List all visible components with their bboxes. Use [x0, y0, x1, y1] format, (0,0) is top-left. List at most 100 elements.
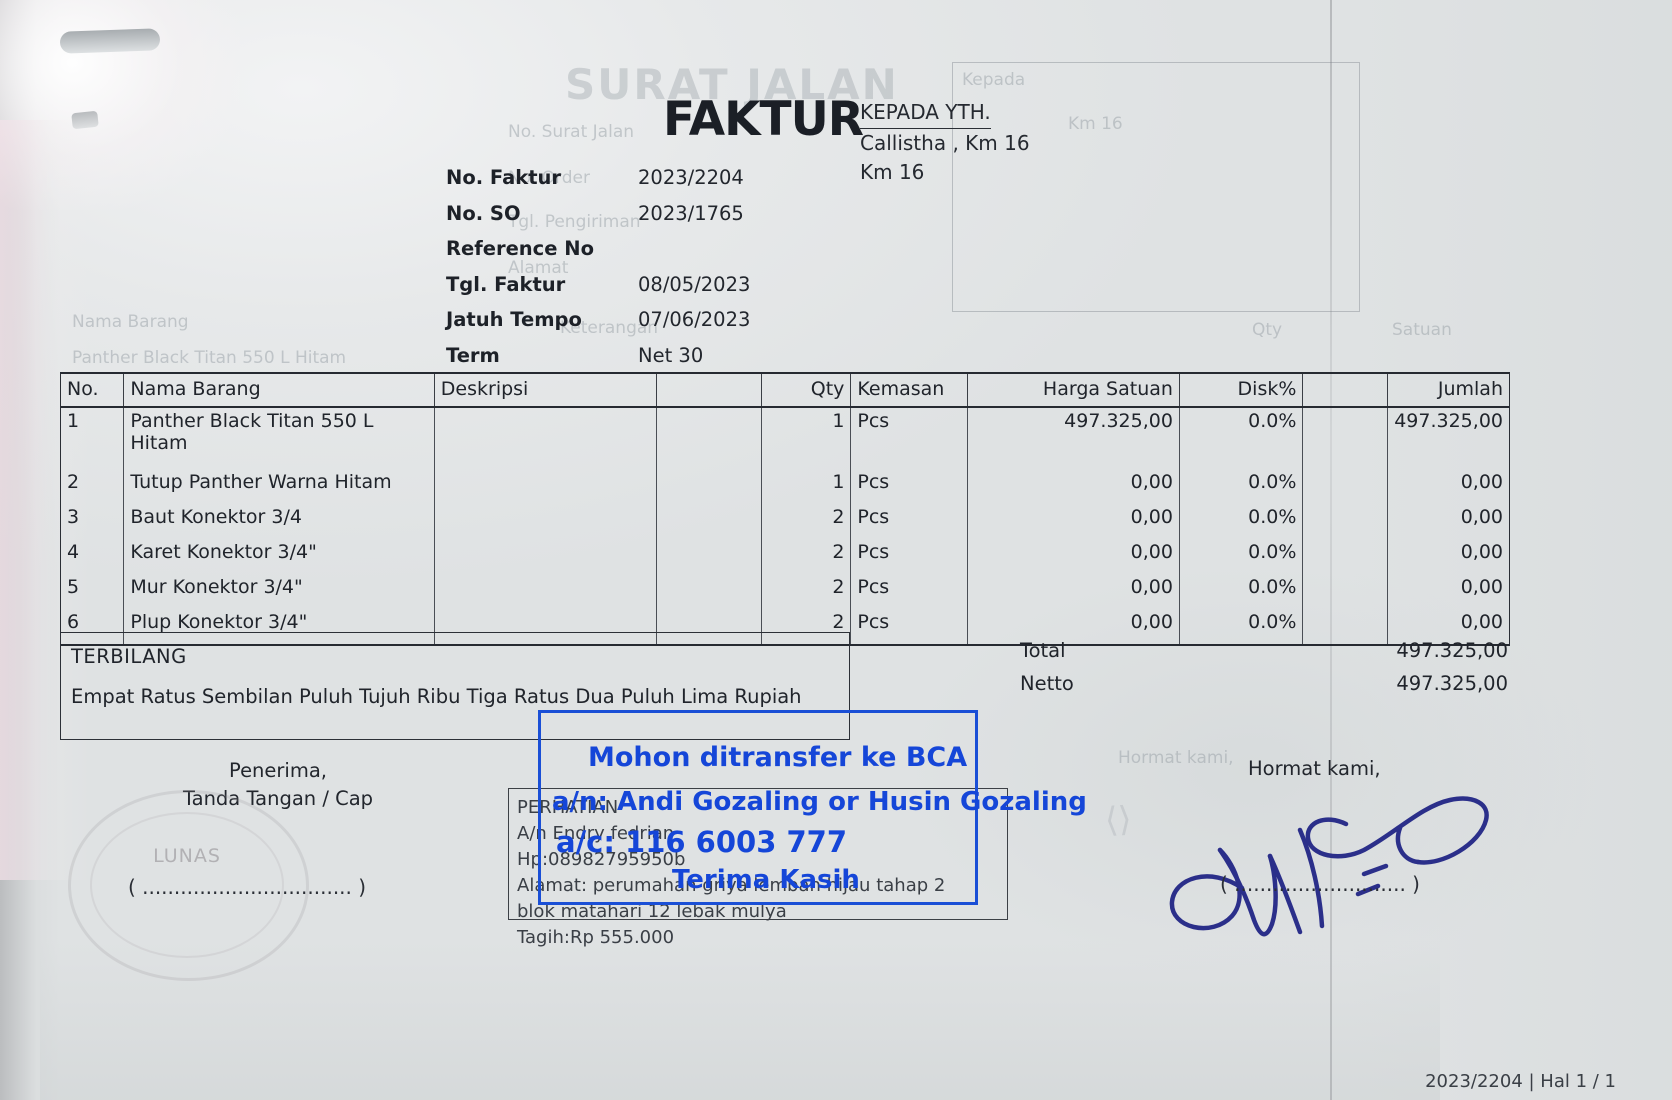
- cell-harga: 0,00: [967, 574, 1180, 609]
- table-row: 3 Baut Konektor 3/4 2 Pcs 0,00 0.0% 0,00: [61, 504, 1509, 539]
- cell-gap: [1302, 407, 1389, 469]
- cell-harga: 0,00: [967, 539, 1180, 574]
- ghost-signature: ⟨⟩: [1103, 799, 1133, 841]
- table-row: 5 Mur Konektor 3/4" 2 Pcs 0,00 0.0% 0,00: [61, 574, 1509, 609]
- total-label: Total: [1020, 639, 1066, 662]
- cell-nama: Karet Konektor 3/4": [123, 539, 435, 574]
- cell-kemasan: Pcs: [850, 539, 968, 574]
- cell-deskripsi: [434, 407, 658, 469]
- table-row: 6 Plup Konektor 3/4" 2 Pcs 0,00 0.0% 0,0…: [61, 609, 1509, 644]
- page-footer: 2023/2204 | Hal 1 / 1: [1425, 1071, 1616, 1092]
- cell-jumlah: 497.325,00: [1394, 410, 1503, 432]
- cell-qty: 2: [761, 609, 852, 644]
- meta-value-jatuh-tempo: 07/06/2023: [638, 308, 751, 331]
- stamp-line-4: Terima Kasih: [672, 865, 860, 895]
- cell-disk: 0.0%: [1179, 574, 1304, 609]
- cell-spacer: [656, 407, 763, 469]
- cell-kemasan: Pcs: [850, 504, 968, 539]
- cell-no: 2: [61, 469, 125, 504]
- terbilang-label: TERBILANG: [71, 645, 187, 668]
- ghost-text-9: Qty: [1252, 320, 1283, 340]
- meta-label-reference: Reference No: [446, 237, 594, 260]
- netto-value: 497.325,00: [1396, 672, 1508, 695]
- bank-transfer-stamp-border: [538, 710, 978, 905]
- meta-label-faktur: No. Faktur: [446, 166, 562, 189]
- cell-no: 6: [61, 609, 125, 644]
- th-qty: Qty: [761, 374, 852, 408]
- meta-value-faktur: 2023/2204: [638, 166, 744, 189]
- th-kemasan: Kemasan: [850, 374, 968, 408]
- cell-nama: Panther Black Titan 550 L Hitam: [123, 407, 435, 469]
- table-row: 1 Panther Black Titan 550 L Hitam 1 Pcs …: [61, 407, 1509, 469]
- hormat-kami-label: Hormat kami,: [1248, 757, 1381, 780]
- ghost-round-stamp-text: LUNAS: [153, 845, 221, 867]
- cell-deskripsi: [434, 574, 658, 609]
- handwritten-signature: [1169, 796, 1489, 937]
- meta-value-term: Net 30: [638, 343, 704, 367]
- cell-jumlah: 0,00: [1460, 611, 1503, 633]
- cell-gap: [1302, 609, 1389, 644]
- cell-qty: 2: [761, 504, 852, 539]
- cell-spacer: [656, 469, 763, 504]
- invoice-meta: No. Faktur 2023/2204 No. SO 2023/1765 Re…: [446, 160, 750, 373]
- cell-harga: 0,00: [967, 469, 1180, 504]
- th-gap: [1302, 374, 1389, 408]
- cell-spacer: [656, 539, 763, 574]
- th-spacer: [656, 374, 763, 408]
- meta-row-faktur: No. Faktur 2023/2204: [446, 160, 750, 196]
- stamp-line-2: a/n: Andi Gozaling or Husin Gozaling: [552, 787, 1087, 817]
- perhatian-line-1: PERHATIAN: [517, 797, 619, 818]
- perhatian-line-5: blok matahari 12 lebak mulya: [517, 901, 787, 922]
- cell-gap: [1302, 469, 1389, 504]
- cell-jumlah: 0,00: [1460, 576, 1503, 598]
- cell-harga: 497.325,00: [967, 407, 1180, 469]
- meta-row-jatuh-tempo: Jatuh Tempo 07/06/2023: [446, 302, 750, 338]
- paper-curl-mark-2: [71, 110, 99, 130]
- cell-qty: 2: [761, 539, 852, 574]
- scan-edge-shadow: [0, 0, 60, 1100]
- cell-disk: 0.0%: [1179, 469, 1304, 504]
- cell-nama: Plup Konektor 3/4": [123, 609, 435, 644]
- cell-spacer: [656, 504, 763, 539]
- cell-no: 4: [61, 539, 125, 574]
- cell-deskripsi: [434, 609, 658, 644]
- page-title: FAKTUR: [663, 92, 864, 147]
- ghost-text-10: Satuan: [1392, 320, 1452, 340]
- cell-qty: 1: [761, 407, 852, 469]
- cell-kemasan: Pcs: [850, 574, 968, 609]
- totals-block: Total 497.325,00 Netto 497.325,00: [980, 634, 1508, 700]
- th-harga: Harga Satuan: [967, 374, 1180, 408]
- cell-qty: 1: [761, 469, 852, 504]
- meta-label-tgl-faktur: Tgl. Faktur: [446, 272, 566, 296]
- perhatian-line-2: A/n Endry fedrian: [517, 823, 675, 844]
- cell-nama: Baut Konektor 3/4: [123, 504, 435, 539]
- meta-label-so: No. SO: [446, 201, 521, 225]
- ghost-text-7: Nama Barang: [72, 312, 189, 332]
- penerima-label-1: Penerima,: [229, 759, 327, 782]
- recipient-box: [952, 62, 1360, 312]
- cell-nama: Mur Konektor 3/4": [123, 574, 435, 609]
- netto-label: Netto: [1020, 672, 1074, 695]
- meta-label-jatuh-tempo: Jatuh Tempo: [446, 308, 582, 331]
- stamp-line-3: a/c: 116 6003 777: [556, 825, 848, 859]
- perhatian-line-6: Tagih:Rp 555.000: [517, 927, 675, 948]
- cell-gap: [1302, 504, 1389, 539]
- cell-kemasan: Pcs: [850, 469, 968, 504]
- th-disk: Disk%: [1179, 374, 1304, 408]
- cell-jumlah: 0,00: [1460, 541, 1503, 563]
- cell-jumlah: 0,00: [1460, 506, 1503, 528]
- table-row: 4 Karet Konektor 3/4" 2 Pcs 0,00 0.0% 0,…: [61, 539, 1509, 574]
- cell-no: 3: [61, 504, 125, 539]
- perhatian-line-4: Alamat: perumahan griya lembah hijau tah…: [517, 875, 946, 896]
- cell-no: 1: [61, 407, 125, 469]
- meta-row-tgl-faktur: Tgl. Faktur 08/05/2023: [446, 267, 750, 303]
- cell-gap: [1302, 574, 1389, 609]
- cell-disk: 0.0%: [1179, 609, 1304, 644]
- total-value: 497.325,00: [1396, 639, 1508, 662]
- perhatian-line-3: Hp:08982795950b: [517, 849, 686, 870]
- cell-no: 5: [61, 574, 125, 609]
- cell-kemasan: Pcs: [850, 407, 968, 469]
- th-jumlah: Jumlah: [1387, 374, 1509, 408]
- table-row: 2 Tutup Panther Warna Hitam 1 Pcs 0,00 0…: [61, 469, 1509, 504]
